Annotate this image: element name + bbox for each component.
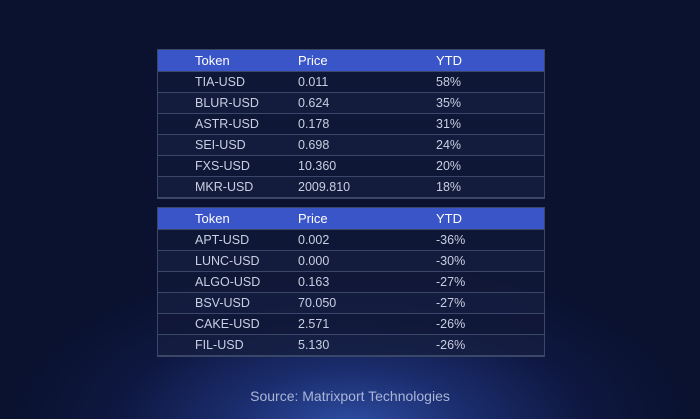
price-cell: 0.698 bbox=[298, 134, 436, 156]
table-row: BSV-USD 70.050 -27% bbox=[158, 292, 544, 314]
price-cell: 0.011 bbox=[298, 71, 436, 93]
table-row: FXS-USD 10.360 20% bbox=[158, 155, 544, 177]
gainers-table: Token Price YTD TIA-USD 0.011 58% BLUR-U… bbox=[157, 49, 545, 199]
ytd-cell: 18% bbox=[436, 176, 544, 198]
token-cell: BLUR-USD bbox=[158, 92, 298, 114]
ytd-cell: 24% bbox=[436, 134, 544, 156]
price-cell: 0.163 bbox=[298, 271, 436, 293]
column-header-ytd: YTD bbox=[436, 211, 462, 226]
ytd-cell: -27% bbox=[436, 271, 544, 293]
price-cell: 0.002 bbox=[298, 229, 436, 251]
table-row: CAKE-USD 2.571 -26% bbox=[158, 313, 544, 335]
table-row: SEI-USD 0.698 24% bbox=[158, 134, 544, 156]
ytd-cell: 20% bbox=[436, 155, 544, 177]
price-cell: 70.050 bbox=[298, 292, 436, 314]
table-row: APT-USD 0.002 -36% bbox=[158, 229, 544, 251]
price-cell: 5.130 bbox=[298, 334, 436, 356]
token-cell: CAKE-USD bbox=[158, 313, 298, 335]
price-cell: 2009.810 bbox=[298, 176, 436, 198]
column-header-token: Token bbox=[195, 211, 230, 226]
table-row: ASTR-USD 0.178 31% bbox=[158, 113, 544, 135]
table-header-row: Token Price YTD bbox=[158, 208, 544, 230]
price-cell: 0.624 bbox=[298, 92, 436, 114]
token-cell: APT-USD bbox=[158, 229, 298, 251]
table-row: LUNC-USD 0.000 -30% bbox=[158, 250, 544, 272]
table-row: ALGO-USD 0.163 -27% bbox=[158, 271, 544, 293]
table-row: TIA-USD 0.011 58% bbox=[158, 71, 544, 93]
table-row: BLUR-USD 0.624 35% bbox=[158, 92, 544, 114]
price-cell: 10.360 bbox=[298, 155, 436, 177]
ytd-cell: -27% bbox=[436, 292, 544, 314]
column-header-ytd: YTD bbox=[436, 53, 462, 68]
price-cell: 2.571 bbox=[298, 313, 436, 335]
ytd-cell: -26% bbox=[436, 334, 544, 356]
column-header-price: Price bbox=[298, 53, 328, 68]
ytd-cell: 58% bbox=[436, 71, 544, 93]
token-cell: LUNC-USD bbox=[158, 250, 298, 272]
ytd-cell: -26% bbox=[436, 313, 544, 335]
price-cell: 0.000 bbox=[298, 250, 436, 272]
token-cell: ALGO-USD bbox=[158, 271, 298, 293]
token-cell: ASTR-USD bbox=[158, 113, 298, 135]
source-caption: Source: Matrixport Technologies bbox=[250, 388, 450, 404]
table-header-row: Token Price YTD bbox=[158, 50, 544, 72]
token-cell: FXS-USD bbox=[158, 155, 298, 177]
token-cell: FIL-USD bbox=[158, 334, 298, 356]
ytd-cell: 35% bbox=[436, 92, 544, 114]
ytd-cell: 31% bbox=[436, 113, 544, 135]
token-cell: MKR-USD bbox=[158, 176, 298, 198]
token-cell: SEI-USD bbox=[158, 134, 298, 156]
column-header-token: Token bbox=[195, 53, 230, 68]
table-row: MKR-USD 2009.810 18% bbox=[158, 176, 544, 198]
table-row: FIL-USD 5.130 -26% bbox=[158, 334, 544, 356]
ytd-cell: -30% bbox=[436, 250, 544, 272]
losers-table: Token Price YTD APT-USD 0.002 -36% LUNC-… bbox=[157, 207, 545, 357]
price-cell: 0.178 bbox=[298, 113, 436, 135]
ytd-cell: -36% bbox=[436, 229, 544, 251]
token-cell: BSV-USD bbox=[158, 292, 298, 314]
token-cell: TIA-USD bbox=[158, 71, 298, 93]
column-header-price: Price bbox=[298, 211, 328, 226]
